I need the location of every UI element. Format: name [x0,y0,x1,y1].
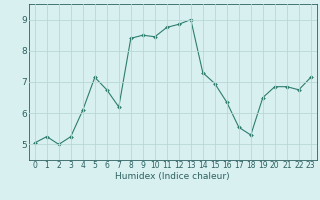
X-axis label: Humidex (Indice chaleur): Humidex (Indice chaleur) [116,172,230,181]
